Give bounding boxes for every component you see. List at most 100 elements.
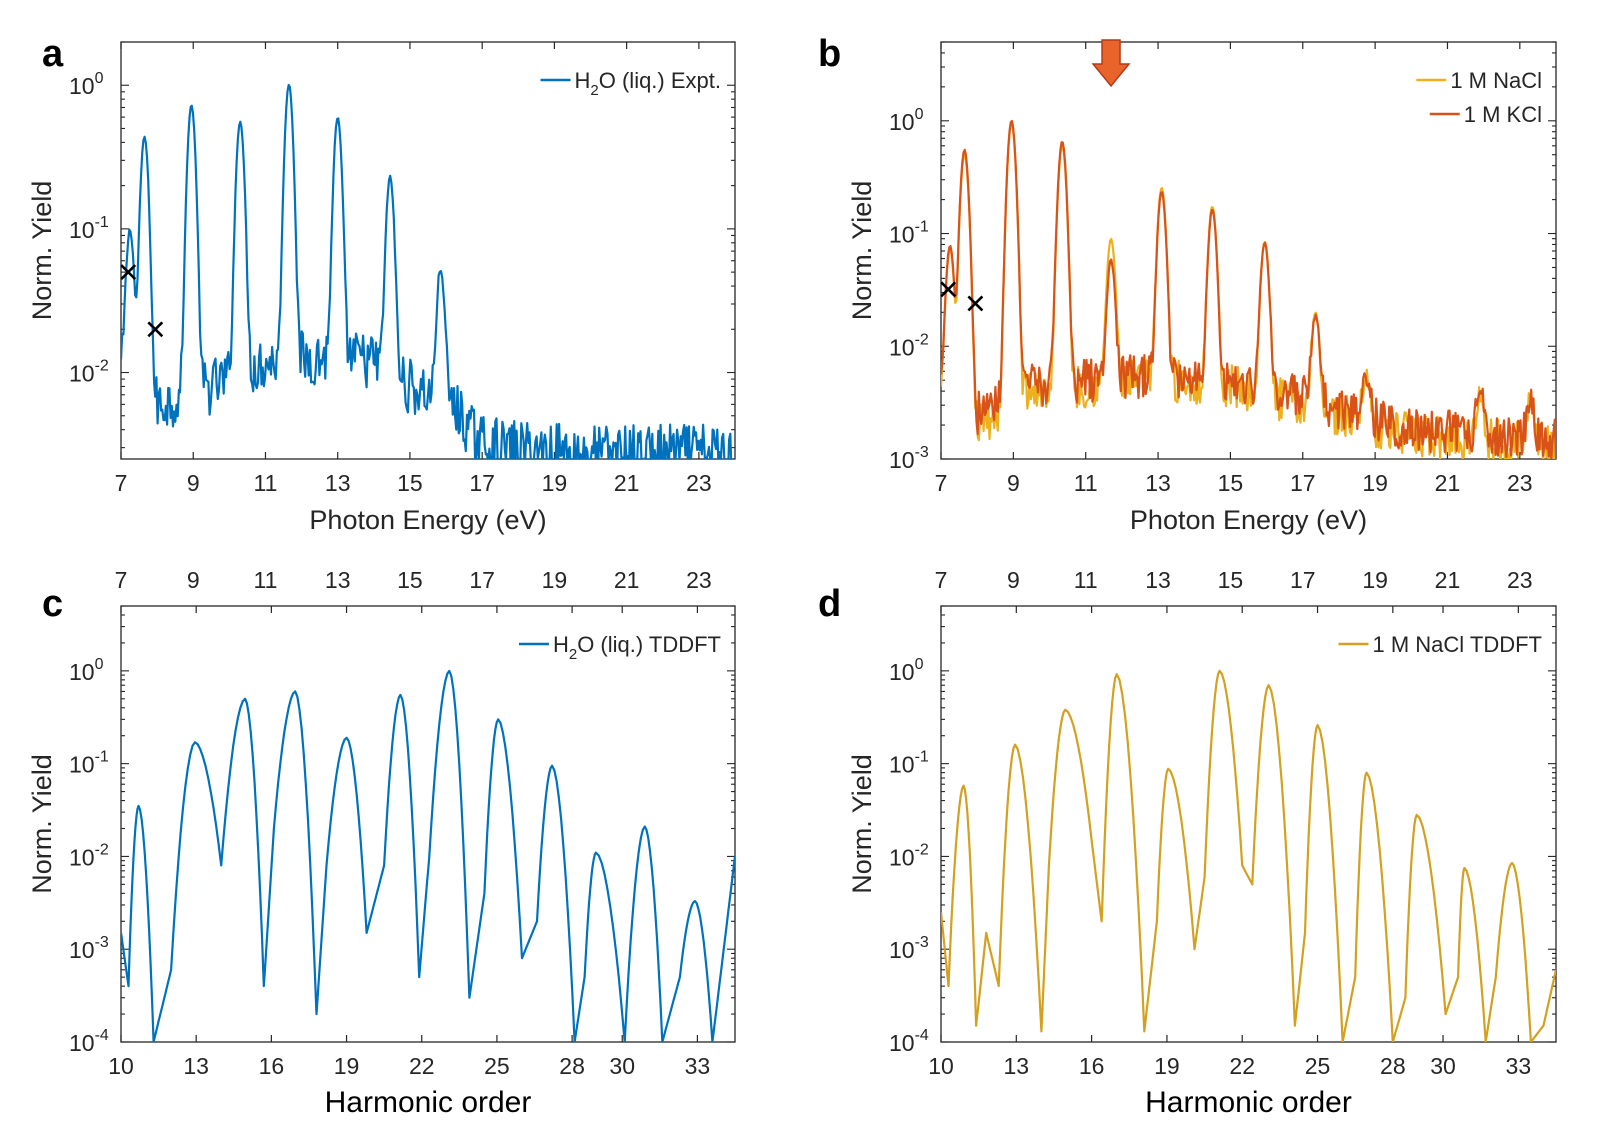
x-marker-stroke (120, 264, 137, 281)
legend-label-sub: 2 (590, 82, 598, 99)
y-tick-base: 10 (889, 109, 915, 135)
y-tick-base: 10 (69, 659, 95, 685)
x-tick-label: 25 (484, 1053, 510, 1079)
x-tick-label: 11 (1074, 470, 1098, 496)
y-tick-exponent: -3 (915, 934, 929, 951)
x-tick-label: 28 (1380, 1053, 1406, 1079)
x-axis-label: Photon Energy (eV) (309, 505, 546, 535)
y-tick-label: 10-1 (889, 219, 929, 248)
plot-area (941, 669, 1556, 1042)
y-tick-label: 10-2 (69, 841, 109, 870)
y-tick-exponent: -2 (95, 841, 109, 858)
x-tick-label: 19 (542, 470, 568, 496)
x-tick-label: 22 (1229, 1053, 1255, 1079)
top-tick-label: 7 (115, 567, 128, 593)
y-tick-base: 10 (889, 334, 915, 360)
series-line-0 (941, 122, 1556, 459)
x-marker-stroke (147, 321, 164, 338)
x-marker (147, 321, 164, 338)
y-tick-base: 10 (889, 447, 915, 473)
y-tick-label: 10-2 (69, 358, 109, 387)
x-tick-label: 13 (1004, 1053, 1030, 1079)
x-tick-label: 16 (259, 1053, 285, 1079)
y-tick-exponent: -4 (95, 1027, 109, 1044)
panel-d: d10 13 16 19 22 25 28 30 337 9 11 13 15 17 19 21 2310-41… (818, 567, 1557, 1119)
panel-letter: c (42, 583, 63, 625)
x-tick-label: 15 (1218, 470, 1244, 496)
legend-label: 1 M NaCl TDDFT (1373, 632, 1543, 657)
top-tick-label: 7 (935, 567, 948, 593)
x-tick-label: 21 (1435, 470, 1461, 496)
top-tick-label: 17 (1290, 567, 1316, 593)
y-tick-base: 10 (69, 73, 95, 99)
x-tick-label: 22 (409, 1053, 435, 1079)
legend-label-part: O (liq.) TDDFT (577, 632, 721, 657)
x-tick-label: 13 (1145, 470, 1171, 496)
panel-c: c10 13 16 19 22 25 28 30 337 9 11 13 15 17 19 21 2310-41… (27, 567, 736, 1119)
panel-letter: a (42, 33, 64, 75)
legend-label: 1 M KCl (1464, 102, 1542, 127)
y-tick-base: 10 (889, 1030, 915, 1056)
x-axis-label: Harmonic order (1145, 1086, 1352, 1119)
x-marker (120, 264, 137, 281)
plot-area (941, 119, 1556, 459)
top-tick-label: 11 (254, 567, 278, 593)
series-line-0 (121, 669, 735, 1042)
y-tick-base: 10 (69, 752, 95, 778)
y-tick-label: 10-4 (889, 1027, 929, 1056)
y-axis-label: Norm. Yield (27, 181, 57, 321)
y-tick-base: 10 (889, 659, 915, 685)
axes-frame (120, 605, 736, 1043)
top-tick-label: 23 (1507, 567, 1533, 593)
top-tick-label: 11 (1074, 567, 1098, 593)
x-tick-label: 10 (928, 1053, 954, 1079)
y-tick-base: 10 (889, 844, 915, 870)
plot-area (121, 669, 735, 1042)
x-tick-label: 19 (334, 1053, 360, 1079)
y-axis-label: Norm. Yield (27, 754, 57, 894)
x-tick-label: 17 (1290, 470, 1316, 496)
legend-label: H2O (liq.) Expt. (575, 68, 721, 99)
down-arrow-icon (1091, 39, 1131, 88)
x-tick-label: 13 (325, 470, 351, 496)
x-tick-label: 9 (187, 470, 200, 496)
x-tick-label: 25 (1305, 1053, 1331, 1079)
x-marker (940, 281, 957, 298)
y-axis-label: Norm. Yield (847, 181, 877, 321)
y-tick-label: 10-3 (889, 934, 929, 963)
x-marker-stroke (967, 295, 984, 312)
y-tick-base: 10 (889, 937, 915, 963)
panel-letter: d (818, 583, 841, 625)
x-tick-label: 28 (559, 1053, 585, 1079)
legend-label-part: H (553, 632, 569, 657)
top-tick-label: 9 (187, 567, 200, 593)
x-tick-label: 30 (609, 1053, 635, 1079)
top-tick-label: 19 (542, 567, 568, 593)
axes-frame (940, 605, 1557, 1043)
top-tick-label: 15 (397, 567, 423, 593)
y-tick-exponent: -2 (95, 358, 109, 375)
y-axis-label: Norm. Yield (847, 754, 877, 894)
y-tick-base: 10 (889, 222, 915, 248)
x-tick-label: 30 (1430, 1053, 1456, 1079)
x-tick-label: 19 (1362, 470, 1388, 496)
x-tick-label: 19 (1154, 1053, 1180, 1079)
y-tick-exponent: 0 (95, 656, 104, 673)
y-tick-exponent: -2 (915, 841, 929, 858)
top-tick-label: 9 (1007, 567, 1020, 593)
x-axis-label: Photon Energy (eV) (1130, 505, 1367, 535)
top-tick-label: 17 (469, 567, 495, 593)
y-tick-label: 10-3 (889, 444, 929, 473)
x-marker-stroke (940, 281, 957, 298)
y-tick-base: 10 (69, 217, 95, 243)
top-tick-label: 13 (1145, 567, 1171, 593)
y-tick-base: 10 (889, 752, 915, 778)
series-line-1 (941, 119, 1556, 459)
y-tick-label: 10-1 (69, 214, 109, 243)
y-tick-label: 100 (69, 70, 104, 99)
y-tick-exponent: -3 (915, 444, 929, 461)
top-tick-label: 21 (1435, 567, 1461, 593)
